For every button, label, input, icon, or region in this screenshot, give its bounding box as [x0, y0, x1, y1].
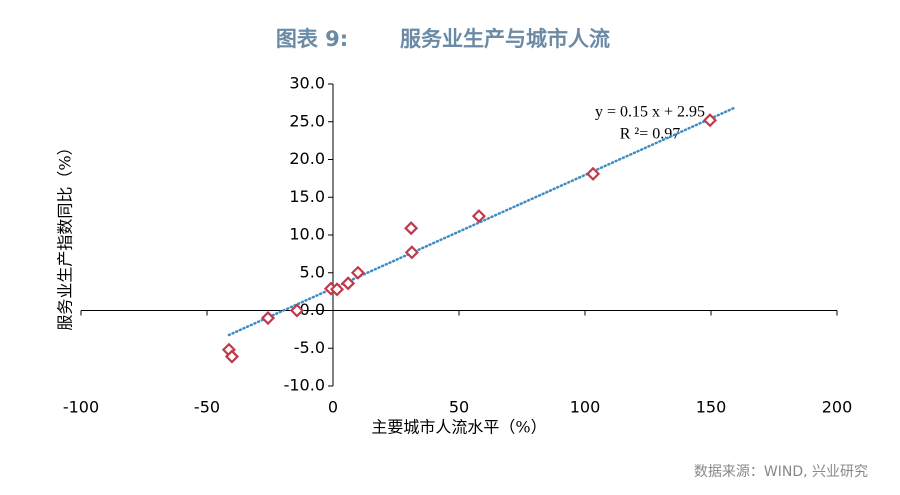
x-tick-label: 200 — [822, 398, 853, 417]
scatter-point — [329, 282, 345, 297]
scatter-point — [702, 113, 718, 128]
y-tick-label: 0.0 — [300, 300, 325, 319]
scatter-point — [404, 221, 419, 236]
trend-r2: R ²= 0.97 — [620, 126, 681, 143]
x-tick-label: -50 — [194, 398, 220, 417]
y-tick-label: -10.0 — [284, 376, 325, 395]
y-tick-label: 20.0 — [289, 149, 325, 168]
scatter-point — [404, 245, 419, 260]
x-tick-label: 50 — [449, 398, 469, 417]
chart-subtitle: 服务业生产与城市人流 — [400, 27, 610, 51]
trendline — [227, 106, 737, 337]
x-axis-label: 主要城市人流水平（%） — [371, 418, 546, 437]
source-note: 数据来源：WIND, 兴业研究 — [694, 464, 868, 480]
scatter-point — [289, 303, 305, 318]
scatter-point — [224, 349, 240, 364]
x-tick-label: 150 — [696, 398, 727, 417]
y-tick-label: 30.0 — [289, 74, 325, 93]
scatter-point — [350, 265, 366, 280]
scatter-point — [471, 209, 486, 224]
y-tick-label: 10.0 — [289, 225, 325, 244]
scatter-point — [586, 166, 601, 181]
y-tick-label: -5.0 — [294, 338, 325, 357]
scatter-point — [260, 310, 276, 326]
trend-equation: y = 0.15 x + 2.95 — [595, 104, 705, 121]
y-tick-label: 25.0 — [289, 111, 325, 130]
y-axis-label: 服务业生产指数同比（%） — [56, 139, 75, 330]
y-tick-label: 5.0 — [300, 262, 325, 281]
scatter-point — [341, 276, 356, 291]
y-tick-label: 15.0 — [289, 187, 325, 206]
x-tick-label: -100 — [63, 398, 99, 417]
x-tick-label: 100 — [570, 398, 601, 417]
x-tick-label: 0 — [328, 398, 338, 417]
chart-title: 图表 9: — [276, 27, 348, 51]
